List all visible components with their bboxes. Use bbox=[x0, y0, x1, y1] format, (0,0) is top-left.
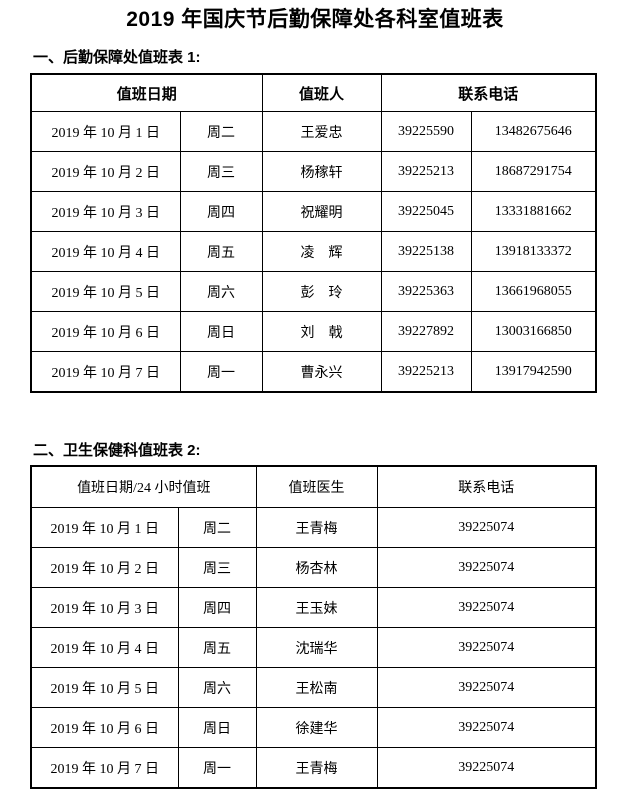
office-phone-cell: 39225590 bbox=[380, 111, 472, 152]
office-phone-cell: 39225138 bbox=[380, 231, 472, 272]
weekday-cell: 周二 bbox=[177, 507, 257, 548]
weekday-cell: 周四 bbox=[177, 587, 257, 628]
table-row: 2019 年 10 月 1 日 周二 王青梅 39225074 bbox=[30, 507, 597, 548]
duty-person-cell: 凌 辉 bbox=[261, 231, 382, 272]
table-row: 2019 年 10 月 1 日 周二 王爱忠 39225590 13482675… bbox=[30, 111, 597, 152]
duty-date-cell: 2019 年 10 月 3 日 bbox=[30, 587, 179, 628]
document-title: 2019 年国庆节后勤保障处各科室值班表 bbox=[126, 8, 504, 31]
duty-date-cell: 2019 年 10 月 4 日 bbox=[30, 231, 181, 272]
phone-cell: 39225074 bbox=[376, 747, 597, 789]
weekday-cell: 周日 bbox=[177, 707, 257, 748]
weekday-cell: 周一 bbox=[177, 747, 257, 789]
phone-cell: 39225074 bbox=[376, 587, 597, 628]
phone-cell: 39225074 bbox=[376, 547, 597, 588]
duty-doctor-cell: 王松南 bbox=[255, 667, 378, 708]
phone-cell: 39225074 bbox=[376, 627, 597, 668]
table-row: 2019 年 10 月 2 日 周三 杨稼轩 39225213 18687291… bbox=[30, 151, 597, 192]
col-header-duty-date-24h: 值班日期/24 小时值班 bbox=[30, 465, 257, 508]
mobile-phone-cell: 13003166850 bbox=[470, 311, 597, 352]
table-row: 2019 年 10 月 5 日 周六 王松南 39225074 bbox=[30, 667, 597, 708]
duty-person-cell: 王爱忠 bbox=[261, 111, 382, 152]
mobile-phone-cell: 13661968055 bbox=[470, 271, 597, 312]
office-phone-cell: 39225045 bbox=[380, 191, 472, 232]
table-row: 2019 年 10 月 6 日 周日 刘 戟 39227892 13003166… bbox=[30, 311, 597, 352]
mobile-phone-cell: 18687291754 bbox=[470, 151, 597, 192]
weekday-cell: 周五 bbox=[179, 231, 263, 272]
table-row: 2019 年 10 月 3 日 周四 王玉妹 39225074 bbox=[30, 587, 597, 628]
table-row: 2019 年 10 月 3 日 周四 祝耀明 39225045 13331881… bbox=[30, 191, 597, 232]
table-header-row: 值班日期/24 小时值班 值班医生 联系电话 bbox=[30, 465, 597, 508]
duty-person-cell: 彭 玲 bbox=[261, 271, 382, 312]
duty-doctor-cell: 王青梅 bbox=[255, 747, 378, 789]
weekday-cell: 周日 bbox=[179, 311, 263, 352]
phone-cell: 39225074 bbox=[376, 667, 597, 708]
col-header-duty-person: 值班人 bbox=[261, 73, 382, 112]
weekday-cell: 周五 bbox=[177, 627, 257, 668]
duty-doctor-cell: 徐建华 bbox=[255, 707, 378, 748]
duty-date-cell: 2019 年 10 月 6 日 bbox=[30, 707, 179, 748]
mobile-phone-cell: 13482675646 bbox=[470, 111, 597, 152]
col-header-duty-date: 值班日期 bbox=[30, 73, 263, 112]
section2-heading: 二、卫生保健科值班表 2: bbox=[33, 442, 201, 459]
duty-date-cell: 2019 年 10 月 5 日 bbox=[30, 271, 181, 312]
duty-person-cell: 刘 戟 bbox=[261, 311, 382, 352]
weekday-cell: 周三 bbox=[177, 547, 257, 588]
mobile-phone-cell: 13917942590 bbox=[470, 351, 597, 393]
weekday-cell: 周四 bbox=[179, 191, 263, 232]
duty-date-cell: 2019 年 10 月 3 日 bbox=[30, 191, 181, 232]
table-row: 2019 年 10 月 7 日 周一 曹永兴 39225213 13917942… bbox=[30, 351, 597, 393]
duty-date-cell: 2019 年 10 月 5 日 bbox=[30, 667, 179, 708]
phone-cell: 39225074 bbox=[376, 507, 597, 548]
duty-date-cell: 2019 年 10 月 2 日 bbox=[30, 547, 179, 588]
logistics-duty-table: 值班日期 值班人 联系电话 2019 年 10 月 1 日 周二 王爱忠 392… bbox=[30, 73, 598, 393]
mobile-phone-cell: 13918133372 bbox=[470, 231, 597, 272]
office-phone-cell: 39225213 bbox=[380, 351, 472, 393]
table-row: 2019 年 10 月 4 日 周五 沈瑞华 39225074 bbox=[30, 627, 597, 668]
col-header-contact-phone: 联系电话 bbox=[376, 465, 597, 508]
duty-date-cell: 2019 年 10 月 7 日 bbox=[30, 351, 181, 393]
duty-date-cell: 2019 年 10 月 1 日 bbox=[30, 111, 181, 152]
duty-person-cell: 祝耀明 bbox=[261, 191, 382, 232]
table-row: 2019 年 10 月 4 日 周五 凌 辉 39225138 13918133… bbox=[30, 231, 597, 272]
col-header-contact-phone: 联系电话 bbox=[380, 73, 597, 112]
health-care-duty-table: 值班日期/24 小时值班 值班医生 联系电话 2019 年 10 月 1 日 周… bbox=[30, 465, 598, 789]
table-row: 2019 年 10 月 2 日 周三 杨杏林 39225074 bbox=[30, 547, 597, 588]
table-row: 2019 年 10 月 5 日 周六 彭 玲 39225363 13661968… bbox=[30, 271, 597, 312]
office-phone-cell: 39225363 bbox=[380, 271, 472, 312]
weekday-cell: 周二 bbox=[179, 111, 263, 152]
mobile-phone-cell: 13331881662 bbox=[470, 191, 597, 232]
weekday-cell: 周三 bbox=[179, 151, 263, 192]
section1-heading: 一、后勤保障处值班表 1: bbox=[33, 49, 201, 66]
duty-date-cell: 2019 年 10 月 2 日 bbox=[30, 151, 181, 192]
weekday-cell: 周六 bbox=[177, 667, 257, 708]
duty-doctor-cell: 王玉妹 bbox=[255, 587, 378, 628]
duty-person-cell: 杨稼轩 bbox=[261, 151, 382, 192]
table-row: 2019 年 10 月 7 日 周一 王青梅 39225074 bbox=[30, 747, 597, 789]
col-header-duty-doctor: 值班医生 bbox=[255, 465, 378, 508]
duty-person-cell: 曹永兴 bbox=[261, 351, 382, 393]
office-phone-cell: 39227892 bbox=[380, 311, 472, 352]
duty-doctor-cell: 王青梅 bbox=[255, 507, 378, 548]
duty-date-cell: 2019 年 10 月 1 日 bbox=[30, 507, 179, 548]
duty-date-cell: 2019 年 10 月 4 日 bbox=[30, 627, 179, 668]
duty-doctor-cell: 沈瑞华 bbox=[255, 627, 378, 668]
duty-doctor-cell: 杨杏林 bbox=[255, 547, 378, 588]
weekday-cell: 周一 bbox=[179, 351, 263, 393]
weekday-cell: 周六 bbox=[179, 271, 263, 312]
duty-date-cell: 2019 年 10 月 6 日 bbox=[30, 311, 181, 352]
office-phone-cell: 39225213 bbox=[380, 151, 472, 192]
duty-date-cell: 2019 年 10 月 7 日 bbox=[30, 747, 179, 789]
table-row: 2019 年 10 月 6 日 周日 徐建华 39225074 bbox=[30, 707, 597, 748]
phone-cell: 39225074 bbox=[376, 707, 597, 748]
table-header-row: 值班日期 值班人 联系电话 bbox=[30, 73, 597, 112]
